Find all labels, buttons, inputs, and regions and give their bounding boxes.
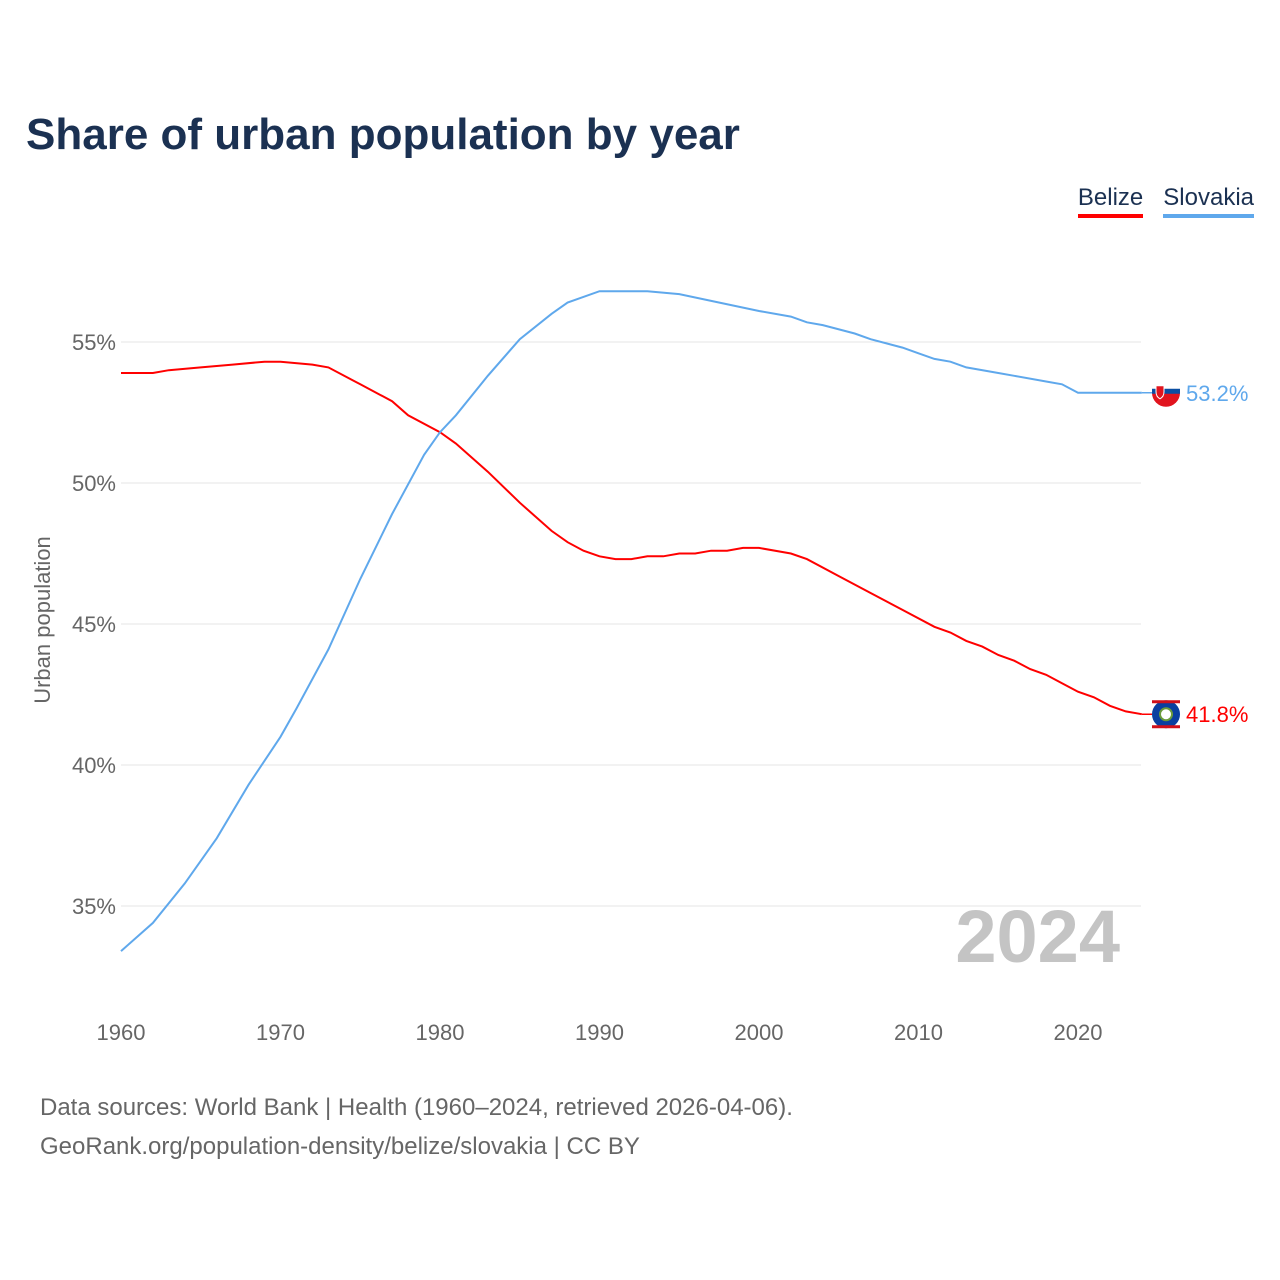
x-tick-label: 1990: [575, 1020, 624, 1045]
belize-flag-emblem: [1159, 707, 1173, 722]
legend: Belize Slovakia: [1077, 184, 1254, 218]
chart-title: Share of urban population by year: [26, 110, 740, 159]
source-note: Data sources: World Bank | Health (1960–…: [40, 1088, 793, 1166]
belize-flag-stripe: [1152, 725, 1180, 729]
end-value-label: 53.2%: [1186, 381, 1248, 406]
x-tick-label: 2000: [735, 1020, 784, 1045]
slovakia-flag-shield: [1155, 385, 1165, 400]
x-tick-label: 2010: [894, 1020, 943, 1045]
x-tick-label: 1960: [97, 1020, 146, 1045]
end-value-label: 41.8%: [1186, 702, 1248, 727]
legend-belize[interactable]: Belize: [1077, 184, 1144, 218]
source-line-2[interactable]: GeoRank.org/population-density/belize/sl…: [40, 1133, 640, 1160]
series-line-slovakia: [120, 290, 1142, 952]
x-tick-label: 1970: [256, 1020, 305, 1045]
y-tick-label: 50%: [72, 471, 116, 496]
series-line-belize: [121, 360, 1142, 716]
y-tick-label: 45%: [72, 612, 116, 637]
x-tick-label: 1980: [416, 1020, 465, 1045]
belize-flag-stripe: [1152, 700, 1180, 704]
slovakia-flag-blue: [1152, 388, 1180, 394]
source-line-1: Data sources: World Bank | Health (1960–…: [40, 1094, 793, 1121]
y-tick-label: 55%: [72, 330, 116, 355]
y-axis-label: Urban population: [30, 536, 55, 704]
x-tick-label: 2020: [1054, 1020, 1103, 1045]
y-tick-label: 40%: [72, 753, 116, 778]
y-tick-label: 35%: [72, 894, 116, 919]
year-watermark: 2024: [955, 895, 1120, 978]
legend-slovakia[interactable]: Slovakia: [1163, 184, 1254, 218]
